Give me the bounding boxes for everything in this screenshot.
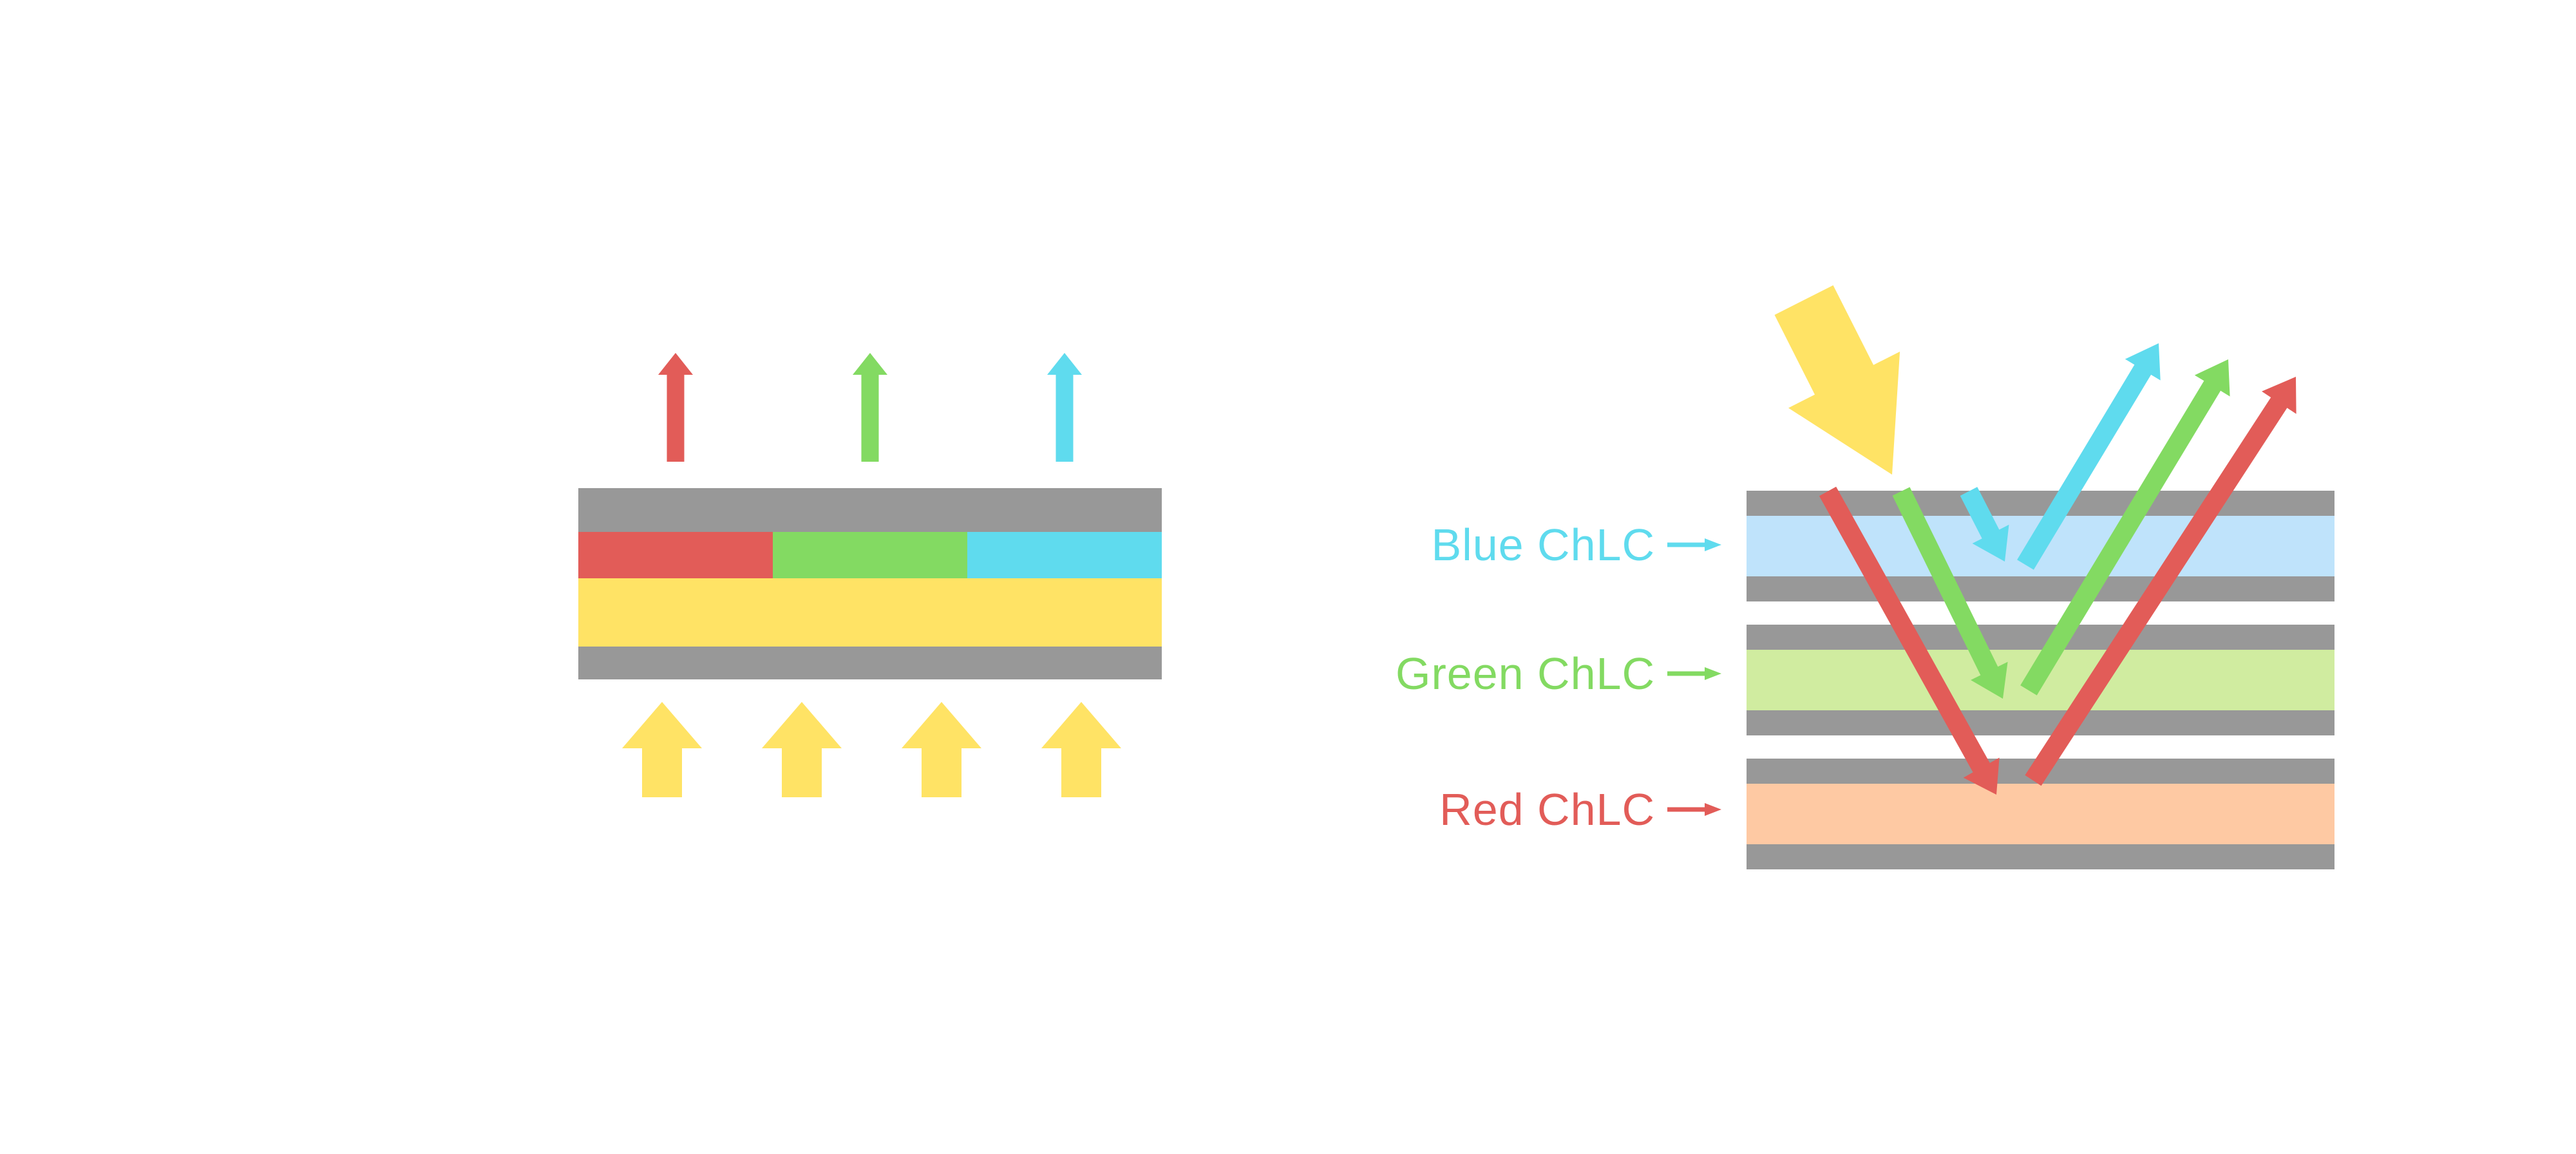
blue-cell-bottom-substrate bbox=[1747, 576, 2334, 601]
right-diagram: Blue ChLC Green ChLC Red ChLC bbox=[1396, 285, 2334, 869]
bottom-substrate bbox=[578, 647, 1162, 679]
ray-cyan-reflected bbox=[2017, 343, 2161, 570]
green-cell-top-substrate bbox=[1747, 625, 2334, 650]
emitted-rgb-arrows bbox=[658, 353, 1082, 462]
green-cell-bottom-substrate bbox=[1747, 710, 2334, 735]
emitted-arrow-red bbox=[658, 353, 693, 462]
label-arrow-green bbox=[1667, 667, 1721, 680]
backlight-arrow-1 bbox=[622, 702, 702, 797]
label-pointer-arrows bbox=[1667, 538, 1721, 816]
incident-light-arrow bbox=[1774, 285, 1900, 475]
color-filter-stack bbox=[578, 488, 1162, 679]
filter-segment-green bbox=[773, 532, 967, 578]
filter-segment-red bbox=[578, 532, 773, 578]
left-diagram bbox=[578, 353, 1162, 797]
emitted-arrow-green bbox=[853, 353, 887, 462]
red-cell-bottom-substrate bbox=[1747, 844, 2334, 869]
incident-light bbox=[1774, 285, 1900, 475]
label-arrow-red bbox=[1667, 803, 1721, 816]
backlight-arrow-3 bbox=[902, 702, 981, 797]
emitted-arrow-cyan bbox=[1047, 353, 1082, 462]
ray-red-reflected bbox=[2025, 377, 2297, 786]
red-cell-layer bbox=[1747, 784, 2334, 844]
filter-segment-cyan bbox=[967, 532, 1162, 578]
top-substrate bbox=[578, 488, 1162, 532]
label-arrow-cyan bbox=[1667, 538, 1721, 551]
backlight-arrow-4 bbox=[1041, 702, 1121, 797]
light-rays bbox=[1819, 343, 2297, 795]
label-green-chlc: Green ChLC bbox=[1396, 648, 1655, 699]
ray-cyan-incident bbox=[1960, 487, 2009, 562]
label-blue-chlc: Blue ChLC bbox=[1431, 520, 1655, 570]
backlight-arrow-2 bbox=[762, 702, 842, 797]
backlight-arrows bbox=[622, 702, 1121, 797]
backlight-layer bbox=[578, 578, 1162, 647]
ray-green-incident bbox=[1892, 487, 2008, 699]
ray-red-incident bbox=[1819, 486, 2000, 795]
ray-green-reflected bbox=[2020, 359, 2230, 695]
label-red-chlc: Red ChLC bbox=[1439, 784, 1655, 835]
